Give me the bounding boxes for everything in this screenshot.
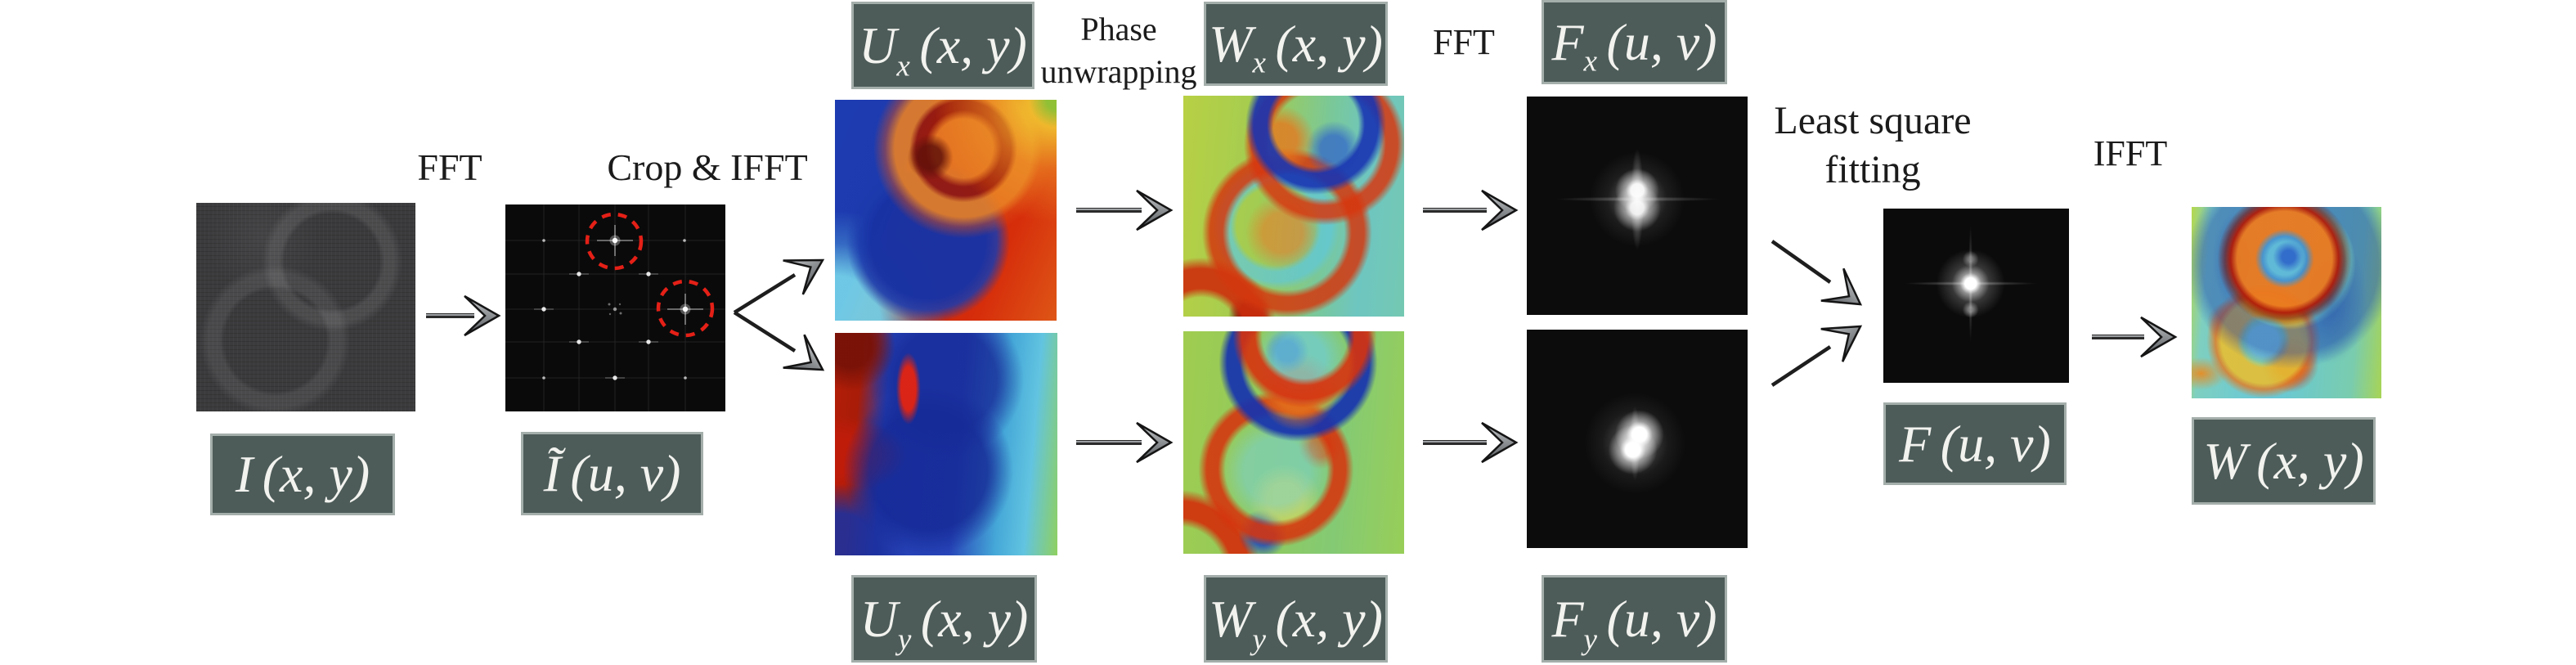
arrow-fft-1 bbox=[426, 294, 500, 337]
arrow-phase-unwrap-y bbox=[1076, 421, 1173, 464]
label-box-f: F (u, v) bbox=[1883, 402, 2067, 485]
least-square-line1: Least square bbox=[1774, 99, 1972, 142]
fitted-spectrum-image bbox=[1883, 209, 2069, 383]
arrow-least-square-lower bbox=[1770, 308, 1873, 387]
arrow-ifft bbox=[2092, 316, 2177, 358]
step-label-phase-unwrapping: Phase unwrapping bbox=[1027, 8, 1210, 93]
arrow-phase-unwrap-x bbox=[1076, 189, 1173, 231]
arrow-fork-upper bbox=[733, 242, 834, 314]
wrapped-phase-x-image bbox=[835, 100, 1057, 321]
crop-circle-side bbox=[656, 279, 715, 338]
peak-plus-one-x bbox=[667, 294, 703, 325]
arrow-fork-lower bbox=[733, 311, 835, 388]
label-box-spectrum: Ĩ (u, v) bbox=[521, 432, 703, 515]
reconstructed-wavefront-image bbox=[2192, 207, 2381, 398]
label-box-interferogram: I (x, y) bbox=[210, 434, 395, 515]
interferogram-image bbox=[196, 203, 415, 411]
wrapped-phase-y-image bbox=[835, 333, 1057, 555]
fourier-spectrum-image bbox=[505, 204, 725, 411]
spectrum-peaks bbox=[534, 225, 703, 380]
fft-x-spectrum-image bbox=[1527, 97, 1748, 315]
fft-y-spectrum-image bbox=[1527, 330, 1748, 548]
unwrapped-phase-x-image bbox=[1183, 96, 1404, 317]
least-square-line2: fitting bbox=[1824, 148, 1921, 191]
crop-circle-top bbox=[585, 212, 644, 271]
unwrapped-phase-y-image bbox=[1183, 331, 1404, 554]
peak-plus-one-y bbox=[597, 225, 633, 256]
phase-unwrapping-line2: unwrapping bbox=[1040, 53, 1197, 90]
dc-peak-cluster bbox=[608, 303, 622, 316]
faint-peaks bbox=[542, 239, 687, 380]
step-label-fft-1: FFT bbox=[417, 146, 482, 188]
arrow-least-square-upper bbox=[1770, 240, 1874, 321]
step-label-least-square-fitting: Least square fitting bbox=[1746, 97, 1999, 195]
label-box-w: W (x, y) bbox=[2192, 417, 2376, 505]
arrow-fft-x bbox=[1423, 189, 1518, 231]
arrow-fft-y bbox=[1423, 421, 1518, 464]
step-label-ifft: IFFT bbox=[2093, 133, 2168, 173]
phase-unwrapping-line1: Phase bbox=[1080, 11, 1157, 47]
fourier-spectrum-svg bbox=[505, 204, 725, 411]
step-label-fft-2: FFT bbox=[1433, 22, 1495, 62]
step-label-crop-ifft: Crop & IFFT bbox=[607, 146, 808, 188]
secondary-peaks bbox=[534, 272, 658, 380]
